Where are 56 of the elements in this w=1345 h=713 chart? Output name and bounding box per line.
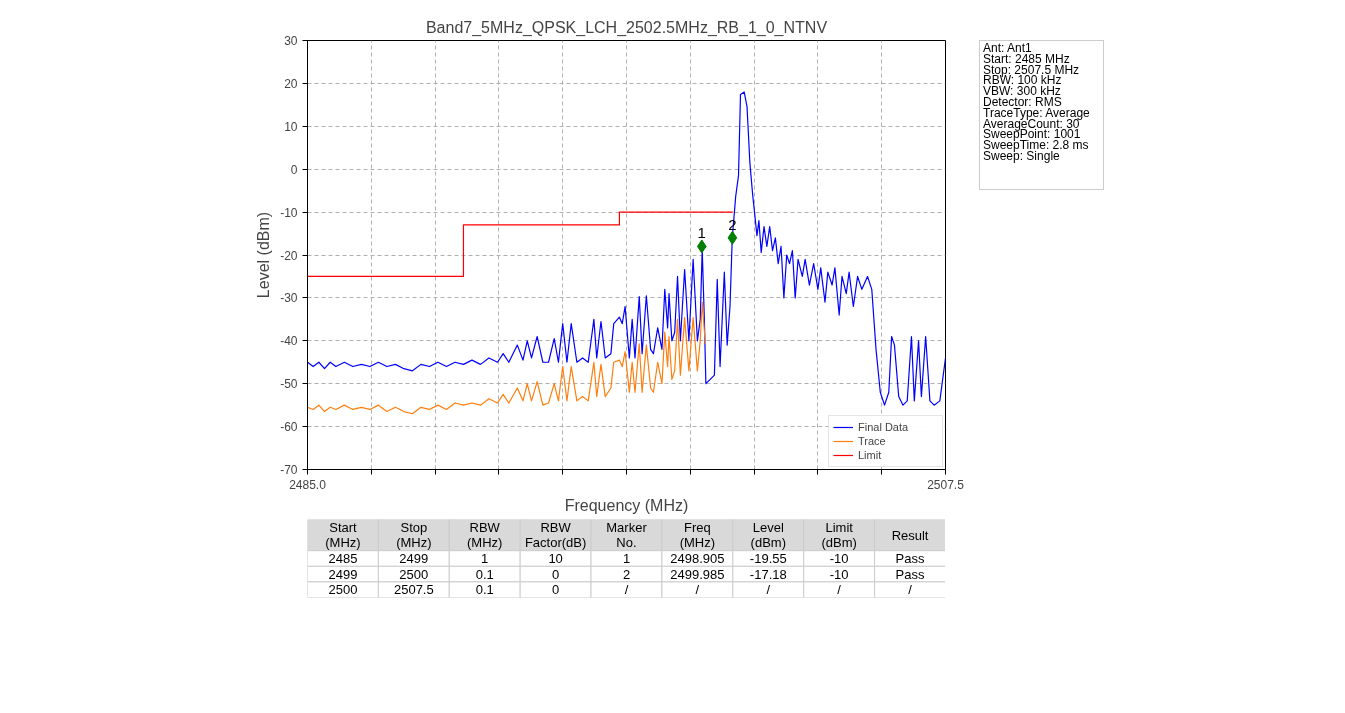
chart-title: Band7_5MHz_QPSK_LCH_2502.5MHz_RB_1_0_NTNV <box>425 18 828 37</box>
text: 2499 <box>399 551 429 566</box>
text: 0 <box>552 582 560 598</box>
y-tick-label: -30 <box>280 291 298 306</box>
y-tick-label: 10 <box>284 119 298 134</box>
y-tick-label: -70 <box>280 463 298 477</box>
text: -19.55 <box>749 551 787 566</box>
text: 2498.905 <box>670 551 725 566</box>
text: / <box>837 582 842 598</box>
text: / <box>695 582 700 598</box>
text: Stop (MHz) <box>396 520 432 551</box>
text: 2500 <box>328 582 358 598</box>
y-tick-label: -50 <box>280 377 298 392</box>
y-tick-label: -20 <box>280 248 298 263</box>
y-tick-label: 20 <box>284 76 298 91</box>
legend-label: Limit <box>858 448 883 462</box>
text: -17.18 <box>749 566 787 582</box>
text: 2500 <box>399 566 429 582</box>
text: Level (dBm) <box>750 520 786 551</box>
legend-label: Final Data <box>858 420 910 434</box>
x-axis-title: Frequency (MHz) <box>564 496 689 514</box>
text: 1 <box>481 551 489 566</box>
text: 2499.985 <box>670 566 725 582</box>
y-tick-label: 0 <box>290 162 298 177</box>
text: Freq (MHz) <box>679 520 716 551</box>
text: Pass <box>895 566 926 582</box>
x-tick-label: 2485.0 <box>289 477 327 492</box>
text: 2499 <box>328 566 358 582</box>
text: 1 <box>622 551 631 566</box>
text: 2 <box>622 566 631 582</box>
text: 0.1 <box>475 566 494 582</box>
text: Limit (dBm) <box>821 520 857 551</box>
text: Start (MHz) <box>325 520 361 551</box>
text: / <box>624 582 629 598</box>
text: 0 <box>552 566 560 582</box>
text: -10 <box>829 566 849 582</box>
y-axis-title: Level (dBm) <box>255 211 273 299</box>
legend-label: Trace <box>858 434 887 448</box>
text: RBW (MHz) <box>467 520 503 551</box>
y-tick-label: -10 <box>280 205 298 220</box>
y-tick-label: -40 <box>280 334 298 349</box>
text: 10 <box>548 551 563 566</box>
text: Result <box>891 527 929 543</box>
text: / <box>908 582 913 598</box>
text: Marker No. <box>606 520 648 551</box>
text: RBW Factor(dB) <box>524 520 587 551</box>
y-tick-label: 30 <box>284 34 298 48</box>
annotation: 1 <box>697 224 706 242</box>
text: 0.1 <box>475 582 494 598</box>
text: Pass <box>895 551 926 566</box>
y-tick-label: -60 <box>280 420 298 435</box>
text: / <box>766 582 771 598</box>
text: Ant: Ant1 Start: 2485 MHz Stop: 2507.5 MHz RBW: 100 kHz VBW: 300 kHz Detector: RMS TraceType: Average AverageCount: 30 SweepPoint: 1001 SweepTime: 2.8 ms Sweep: Single <box>983 41 1090 163</box>
text: -10 <box>829 551 849 566</box>
text: 2507.5 <box>393 582 434 598</box>
text: 2485 <box>328 551 358 566</box>
